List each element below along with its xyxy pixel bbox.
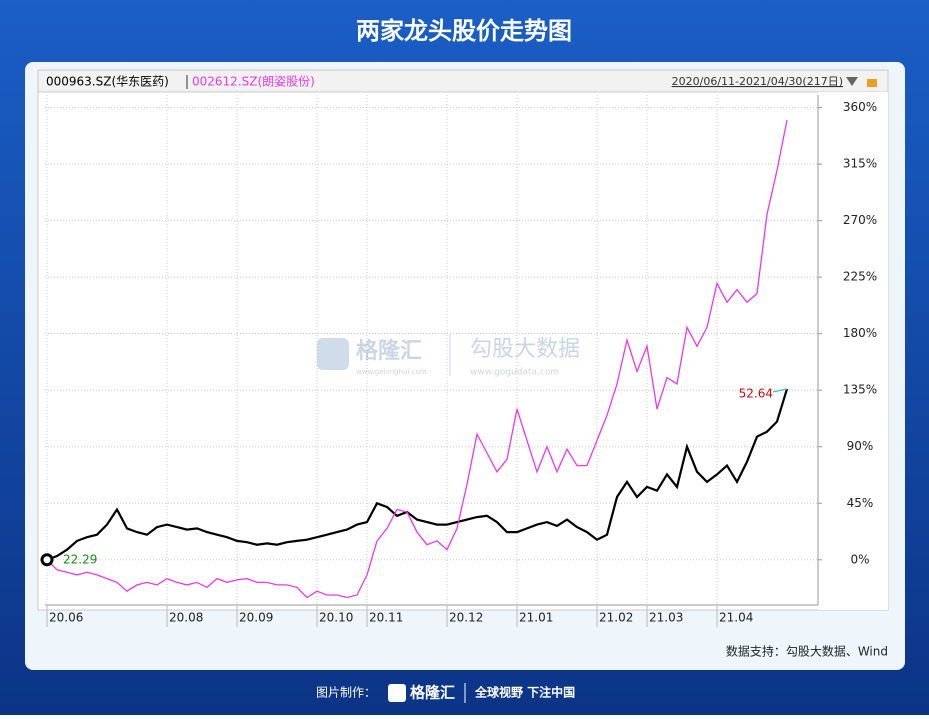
watermark-logo — [317, 338, 349, 370]
watermark-url: www.gogudata.com — [470, 368, 559, 378]
lock-icon[interactable] — [867, 79, 877, 87]
legend-item: 000963.SZ(华东医药) — [46, 75, 169, 89]
dropdown-icon[interactable] — [846, 77, 858, 86]
x-tick-label: 20.06 — [49, 611, 83, 625]
watermark-brand: 格隆汇 — [356, 338, 422, 364]
watermark-url: www.gelonghui.com — [356, 368, 427, 376]
watermark: 格隆汇 www.gelonghui.com 勾股大数据 www.gogudata… — [317, 334, 580, 378]
legend-item: 002612.SZ(朗姿股份) — [192, 75, 315, 89]
x-tick-label: 20.08 — [169, 611, 203, 625]
y-tick-label: 315% — [843, 157, 877, 171]
line-series — [46, 388, 789, 561]
chart-frame — [37, 69, 889, 611]
date-range: 2020/06/11-2021/04/30(217日) — [672, 75, 843, 88]
footer-label: 图片制作： — [316, 686, 376, 700]
y-tick-label: 180% — [843, 326, 877, 340]
x-tick-label: 20.12 — [449, 611, 483, 625]
y-tick-label: 135% — [843, 383, 877, 397]
y-tick-label: 270% — [843, 213, 877, 227]
right-axis — [818, 92, 888, 610]
y-tick-label: 90% — [847, 439, 874, 453]
footer-logo — [388, 684, 406, 702]
start-label: 22.29 — [63, 552, 97, 566]
end-label: 52.64 — [739, 386, 773, 400]
x-tick-label: 20.10 — [319, 611, 353, 625]
footer-brand: 格隆汇 — [410, 684, 455, 702]
line-series — [46, 119, 788, 599]
x-tick-label: 21.03 — [649, 611, 683, 625]
start-marker — [40, 553, 54, 567]
x-tick-label: 21.04 — [719, 611, 753, 625]
chart-title: 两家龙头股价走势图 — [356, 17, 572, 45]
y-tick-label: 0% — [850, 552, 869, 566]
source: 数据支持：勾股大数据、Wind — [726, 644, 888, 659]
y-tick-label: 225% — [843, 270, 877, 284]
x-tick-label: 21.02 — [599, 611, 633, 625]
end-pointer — [772, 388, 788, 393]
footer-slogan: 全球视野 下注中国 — [474, 685, 575, 700]
watermark-product: 勾股大数据 — [470, 337, 580, 362]
y-tick-label: 360% — [843, 100, 877, 114]
x-tick-label: 20.11 — [369, 611, 403, 625]
y-tick-label: 45% — [847, 496, 874, 510]
x-tick-label: 20.09 — [239, 611, 273, 625]
x-tick-label: 21.01 — [519, 611, 553, 625]
chart-header — [37, 69, 889, 93]
